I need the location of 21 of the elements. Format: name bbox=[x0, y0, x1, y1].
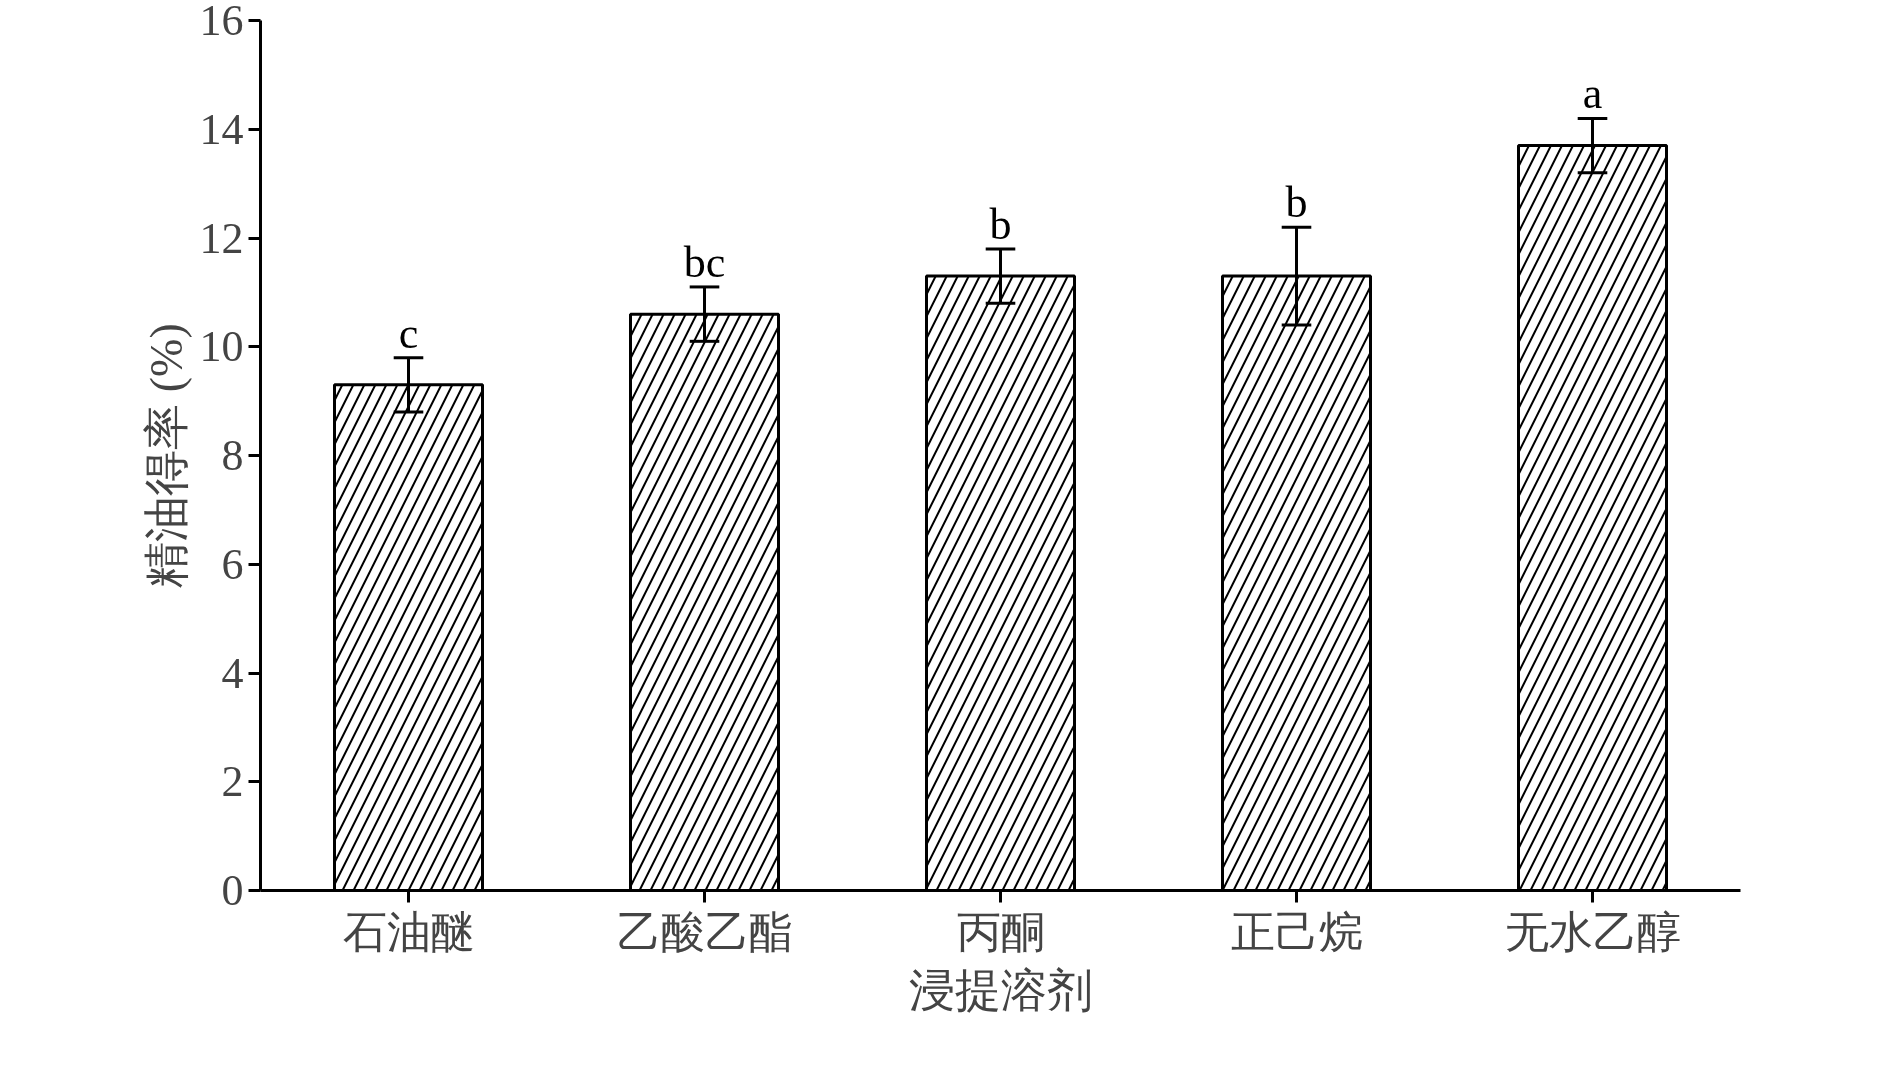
annotation: a bbox=[1582, 69, 1603, 119]
annotation: b bbox=[1285, 178, 1308, 228]
y-tick-label: 12 bbox=[199, 213, 244, 263]
y-tick-label: 6 bbox=[221, 539, 244, 589]
x-tick-label: 丙酮 bbox=[956, 907, 1045, 957]
y-tick-label: 2 bbox=[221, 757, 244, 807]
y-tick-label: 8 bbox=[221, 431, 244, 480]
y-tick-label: 16 bbox=[199, 0, 244, 45]
y-tick-label: 14 bbox=[199, 104, 244, 154]
x-tick-label: 石油醚 bbox=[342, 907, 475, 957]
annotation: b bbox=[989, 199, 1012, 249]
y-tick-label: 10 bbox=[199, 322, 244, 372]
annotation: bc bbox=[683, 237, 726, 287]
y-tick-label: 4 bbox=[221, 648, 244, 698]
y-axis-title: 精油得率 (%) bbox=[140, 323, 192, 588]
annotation: c bbox=[398, 308, 419, 358]
x-tick-label: 乙酸乙酯 bbox=[616, 907, 793, 957]
x-tick-label: 无水乙醇 bbox=[1504, 907, 1681, 957]
x-axis-title: 浸提溶剂 bbox=[908, 964, 1093, 1016]
x-tick-label: 正己烷 bbox=[1230, 907, 1363, 957]
y-tick-label: 0 bbox=[221, 866, 244, 915]
